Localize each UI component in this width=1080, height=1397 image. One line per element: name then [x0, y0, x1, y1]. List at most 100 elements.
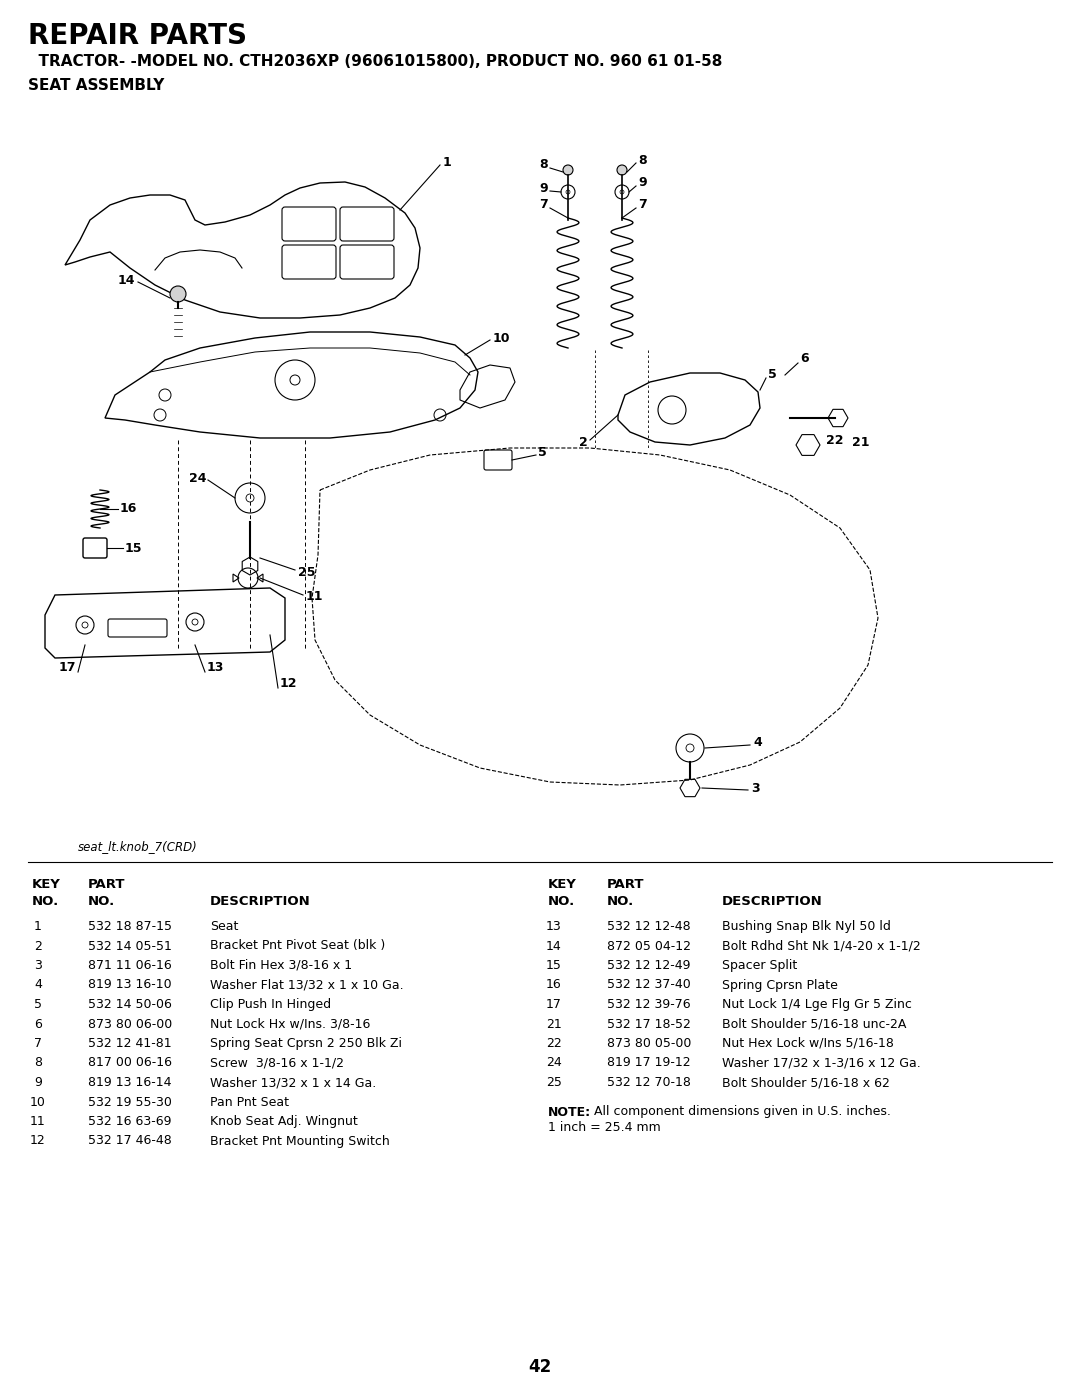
Text: DESCRIPTION: DESCRIPTION: [210, 895, 311, 908]
Text: 872 05 04-12: 872 05 04-12: [607, 940, 691, 953]
Text: 9: 9: [35, 1076, 42, 1090]
Text: REPAIR PARTS: REPAIR PARTS: [28, 22, 247, 50]
Text: 873 80 05-00: 873 80 05-00: [607, 1037, 691, 1051]
Text: 21: 21: [546, 1017, 562, 1031]
Text: 5: 5: [768, 369, 777, 381]
Text: 24: 24: [546, 1056, 562, 1070]
Text: Spring Seat Cprsn 2 250 Blk Zi: Spring Seat Cprsn 2 250 Blk Zi: [210, 1037, 402, 1051]
Text: 6: 6: [800, 352, 809, 365]
Text: 5: 5: [538, 447, 546, 460]
Text: Clip Push In Hinged: Clip Push In Hinged: [210, 997, 332, 1011]
Text: 817 00 06-16: 817 00 06-16: [87, 1056, 172, 1070]
Text: 24: 24: [189, 472, 206, 485]
Text: 16: 16: [120, 503, 137, 515]
Text: DESCRIPTION: DESCRIPTION: [723, 895, 823, 908]
Text: 819 13 16-14: 819 13 16-14: [87, 1076, 172, 1090]
Text: 11: 11: [30, 1115, 45, 1127]
Text: 819 17 19-12: 819 17 19-12: [607, 1056, 690, 1070]
Text: Knob Seat Adj. Wingnut: Knob Seat Adj. Wingnut: [210, 1115, 357, 1127]
Text: Nut Hex Lock w/Ins 5/16-18: Nut Hex Lock w/Ins 5/16-18: [723, 1037, 894, 1051]
Text: 532 17 18-52: 532 17 18-52: [607, 1017, 691, 1031]
Text: 13: 13: [207, 661, 225, 673]
Text: NOTE:: NOTE:: [548, 1105, 591, 1119]
Text: Nut Lock 1/4 Lge Flg Gr 5 Zinc: Nut Lock 1/4 Lge Flg Gr 5 Zinc: [723, 997, 912, 1011]
Text: Bracket Pnt Pivot Seat (blk ): Bracket Pnt Pivot Seat (blk ): [210, 940, 386, 953]
Text: 532 19 55-30: 532 19 55-30: [87, 1095, 172, 1108]
Text: 532 12 12-49: 532 12 12-49: [607, 958, 690, 972]
Text: KEY: KEY: [548, 877, 577, 891]
Text: 7: 7: [638, 198, 647, 211]
Text: 17: 17: [58, 661, 76, 673]
Text: 16: 16: [546, 978, 562, 992]
Text: Washer 13/32 x 1 x 14 Ga.: Washer 13/32 x 1 x 14 Ga.: [210, 1076, 376, 1090]
Text: 532 12 41-81: 532 12 41-81: [87, 1037, 172, 1051]
Text: 25: 25: [298, 566, 315, 578]
Text: 8: 8: [33, 1056, 42, 1070]
Text: 10: 10: [492, 331, 511, 345]
Text: 7: 7: [33, 1037, 42, 1051]
Text: 9: 9: [638, 176, 647, 190]
Text: 6: 6: [35, 1017, 42, 1031]
Text: 12: 12: [280, 678, 297, 690]
Text: KEY: KEY: [32, 877, 60, 891]
Text: 25: 25: [546, 1076, 562, 1090]
Circle shape: [563, 165, 573, 175]
Text: Washer Flat 13/32 x 1 x 10 Ga.: Washer Flat 13/32 x 1 x 10 Ga.: [210, 978, 404, 992]
Text: 17: 17: [546, 997, 562, 1011]
Text: 1: 1: [35, 921, 42, 933]
Text: 2: 2: [579, 436, 588, 448]
Circle shape: [617, 165, 627, 175]
Text: 532 14 50-06: 532 14 50-06: [87, 997, 172, 1011]
Text: 14: 14: [546, 940, 562, 953]
Text: Bolt Fin Hex 3/8-16 x 1: Bolt Fin Hex 3/8-16 x 1: [210, 958, 352, 972]
Text: 12: 12: [30, 1134, 45, 1147]
Text: NO.: NO.: [32, 895, 59, 908]
Text: 7: 7: [539, 198, 548, 211]
Text: NO.: NO.: [87, 895, 116, 908]
Text: 4: 4: [753, 736, 761, 750]
Text: Spring Cprsn Plate: Spring Cprsn Plate: [723, 978, 838, 992]
Text: 1: 1: [443, 155, 451, 169]
Text: 13: 13: [546, 921, 562, 933]
Text: 873 80 06-00: 873 80 06-00: [87, 1017, 172, 1031]
Text: 2: 2: [35, 940, 42, 953]
Text: 532 12 39-76: 532 12 39-76: [607, 997, 690, 1011]
Text: 5: 5: [33, 997, 42, 1011]
Text: 14: 14: [118, 274, 135, 286]
Text: 21: 21: [852, 436, 869, 448]
Text: PART: PART: [87, 877, 125, 891]
Text: Nut Lock Hx w/Ins. 3/8-16: Nut Lock Hx w/Ins. 3/8-16: [210, 1017, 370, 1031]
Text: 532 18 87-15: 532 18 87-15: [87, 921, 172, 933]
Text: Bolt Shoulder 5/16-18 x 62: Bolt Shoulder 5/16-18 x 62: [723, 1076, 890, 1090]
Text: Bracket Pnt Mounting Switch: Bracket Pnt Mounting Switch: [210, 1134, 390, 1147]
Text: 871 11 06-16: 871 11 06-16: [87, 958, 172, 972]
Text: 1 inch = 25.4 mm: 1 inch = 25.4 mm: [548, 1120, 661, 1134]
Text: Screw  3/8-16 x 1-1/2: Screw 3/8-16 x 1-1/2: [210, 1056, 345, 1070]
Text: 15: 15: [125, 542, 143, 555]
Text: 15: 15: [546, 958, 562, 972]
Text: NO.: NO.: [607, 895, 634, 908]
Text: TRACTOR- -MODEL NO. CTH2036XP (96061015800), PRODUCT NO. 960 61 01-58: TRACTOR- -MODEL NO. CTH2036XP (960610158…: [28, 54, 723, 68]
Text: 9: 9: [539, 182, 548, 194]
Text: Spacer Split: Spacer Split: [723, 958, 797, 972]
Text: seat_lt.knob_7(CRD): seat_lt.knob_7(CRD): [78, 840, 198, 854]
Circle shape: [170, 286, 186, 302]
Text: Bolt Shoulder 5/16-18 unc-2A: Bolt Shoulder 5/16-18 unc-2A: [723, 1017, 906, 1031]
Text: NO.: NO.: [548, 895, 576, 908]
Text: 532 12 37-40: 532 12 37-40: [607, 978, 691, 992]
Text: Bushing Snap Blk Nyl 50 ld: Bushing Snap Blk Nyl 50 ld: [723, 921, 891, 933]
Text: 8: 8: [638, 154, 647, 166]
Text: Seat: Seat: [210, 921, 239, 933]
Text: 22: 22: [826, 433, 843, 447]
Text: 22: 22: [546, 1037, 562, 1051]
Text: 42: 42: [528, 1358, 552, 1376]
Text: 532 14 05-51: 532 14 05-51: [87, 940, 172, 953]
Text: Washer 17/32 x 1-3/16 x 12 Ga.: Washer 17/32 x 1-3/16 x 12 Ga.: [723, 1056, 921, 1070]
Text: SEAT ASSEMBLY: SEAT ASSEMBLY: [28, 78, 164, 94]
Text: Bolt Rdhd Sht Nk 1/4-20 x 1-1/2: Bolt Rdhd Sht Nk 1/4-20 x 1-1/2: [723, 940, 921, 953]
Text: 3: 3: [751, 781, 759, 795]
Text: Pan Pnt Seat: Pan Pnt Seat: [210, 1095, 289, 1108]
Text: 10: 10: [30, 1095, 46, 1108]
Text: 532 17 46-48: 532 17 46-48: [87, 1134, 172, 1147]
Text: PART: PART: [607, 877, 645, 891]
